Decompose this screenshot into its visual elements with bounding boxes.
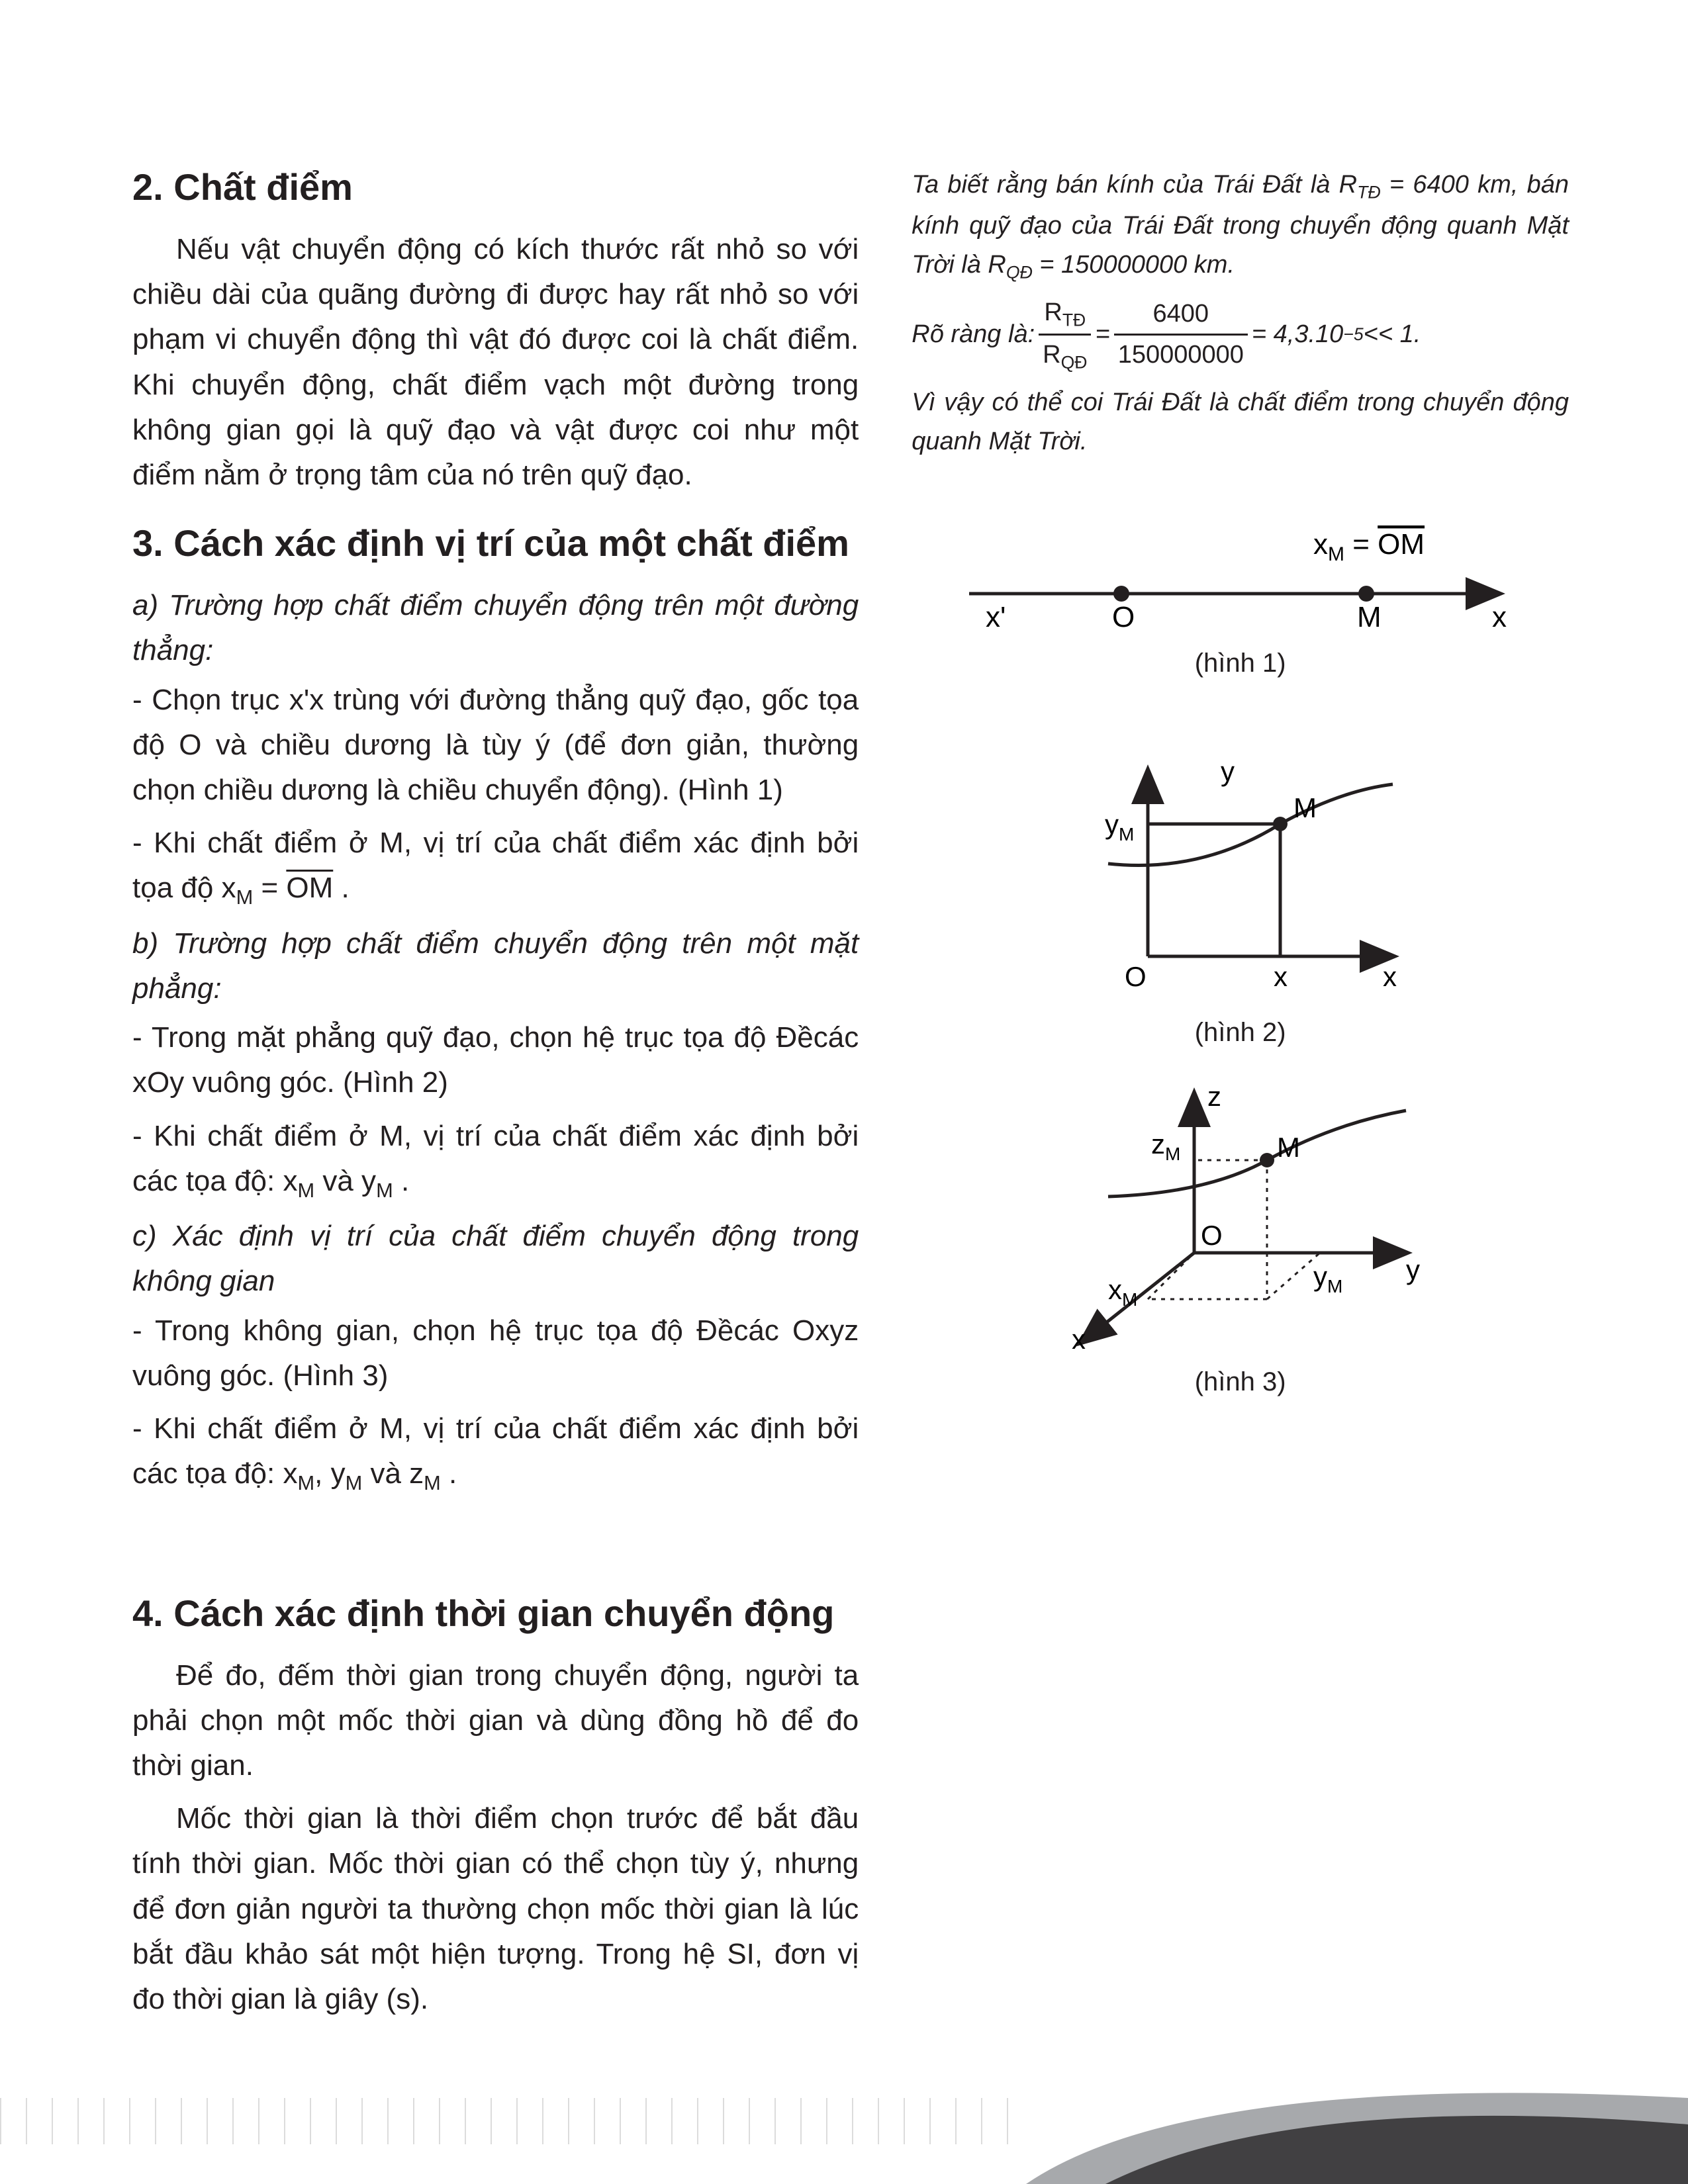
- fig1-xprime: x': [986, 601, 1006, 633]
- s4-p2: Mốc thời gian là thời điểm chọn trước để…: [132, 1796, 859, 2022]
- fig1-M: M: [1357, 601, 1382, 633]
- svg-text:M: M: [1277, 1132, 1300, 1163]
- s3b-line2: - Khi chất điểm ở M, vị trí của chất điể…: [132, 1114, 859, 1206]
- figure-3-svg: z zM M O xM yM y x: [1035, 1081, 1446, 1359]
- svg-text:x: x: [1383, 961, 1397, 992]
- side-line3: Vì vậy có thể coi Trái Đất là chất điểm …: [912, 383, 1569, 461]
- main-column: 2. Chất điểm Nếu vật chuyển động có kích…: [132, 165, 859, 2030]
- two-column-layout: 2. Chất điểm Nếu vật chuyển động có kích…: [132, 165, 1569, 2030]
- svg-text:O: O: [1125, 961, 1147, 992]
- fig3-caption: (hình 3): [912, 1367, 1569, 1397]
- fig1-caption: (hình 1): [912, 649, 1569, 678]
- figure-1: x' O M x xM = OM (hình 1): [912, 521, 1569, 678]
- fig2-caption: (hình 2): [912, 1018, 1569, 1048]
- svg-text:x: x: [1072, 1324, 1086, 1355]
- svg-text:M: M: [1293, 792, 1317, 823]
- side-line2: Rõ ràng là: RTĐ RQĐ = 6400 150000000 = 4…: [912, 293, 1569, 377]
- fig1-x: x: [1492, 601, 1507, 633]
- s3a-line2: - Khi chất điểm ở M, vị trí của chất điể…: [132, 821, 859, 913]
- page-number: 13: [1556, 2030, 1609, 2085]
- fraction-1: RTĐ RQĐ: [1039, 293, 1091, 377]
- section-2-title: 2. Chất điểm: [132, 165, 859, 208]
- s3a-title: a) Trường hợp chất điểm chuyển động trên…: [132, 583, 859, 673]
- section-4-title: 4. Cách xác định thời gian chuyển động: [132, 1592, 859, 1635]
- fraction-2: 6400 150000000: [1114, 295, 1248, 375]
- s3a-line1: - Chọn trục x'x trùng với đường thẳng qu…: [132, 678, 859, 813]
- figure-2: y M yM O x x (hình 2): [912, 758, 1569, 1048]
- fig1-O: O: [1112, 601, 1135, 633]
- page: 2. Chất điểm Nếu vật chuyển động có kích…: [0, 0, 1688, 2184]
- figure-2-svg: y M yM O x x: [1068, 758, 1413, 1009]
- svg-text:xM: xM: [1108, 1274, 1137, 1310]
- svg-text:y: y: [1221, 756, 1235, 787]
- s3c-line1: - Trong không gian, chọn hệ trục tọa độ …: [132, 1308, 859, 1398]
- svg-text:yM: yM: [1313, 1261, 1342, 1297]
- svg-text:z: z: [1207, 1081, 1221, 1112]
- svg-text:zM: zM: [1151, 1128, 1180, 1164]
- fig1-eq: xM = OM: [1313, 528, 1425, 565]
- s4-p1: Để đo, đếm thời gian trong chuyển động, …: [132, 1653, 859, 1789]
- svg-text:y: y: [1406, 1254, 1420, 1285]
- s3c-title: c) Xác định vị trí của chất điểm chuyển …: [132, 1214, 859, 1304]
- s3b-title: b) Trường hợp chất điểm chuyển động trên…: [132, 921, 859, 1011]
- s3b-line1: - Trong mặt phẳng quỹ đạo, chọn hệ trục …: [132, 1015, 859, 1105]
- section-2-body: Nếu vật chuyển động có kích thước rất nh…: [132, 227, 859, 498]
- figure-1-svg: x' O M x xM = OM: [943, 521, 1538, 640]
- s3c-line2: - Khi chất điểm ở M, vị trí của chất điể…: [132, 1406, 859, 1499]
- svg-text:O: O: [1201, 1220, 1223, 1251]
- figure-3: z zM M O xM yM y x (hình 3): [912, 1081, 1569, 1397]
- side-line1: Ta biết rằng bán kính của Trái Đất là RT…: [912, 165, 1569, 287]
- svg-text:yM: yM: [1105, 809, 1134, 844]
- section-3-title: 3. Cách xác định vị trí của một chất điể…: [132, 522, 859, 565]
- svg-text:x: x: [1274, 961, 1288, 992]
- side-column: Ta biết rằng bán kính của Trái Đất là RT…: [912, 165, 1569, 2030]
- ruler-decoration: [0, 2098, 1033, 2144]
